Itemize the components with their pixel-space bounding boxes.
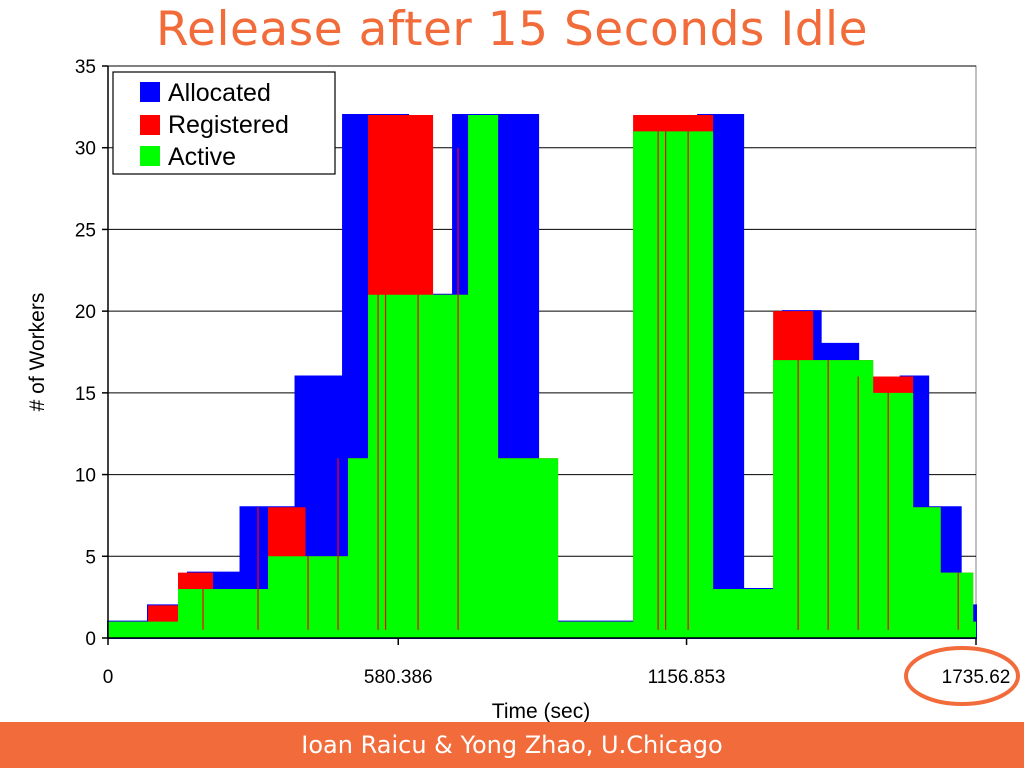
legend-swatch-active	[140, 146, 160, 166]
x-tick-label-2: 1156.853	[648, 667, 726, 688]
highlight-circle	[904, 646, 1020, 706]
series-layer	[107, 114, 977, 639]
series-area-active	[108, 115, 976, 639]
x-tick-label-1: 580.386	[364, 667, 433, 688]
x-axis-title: Time (sec)	[492, 700, 590, 722]
legend-label-allocated: Allocated	[168, 79, 271, 107]
x-tick-label-0: 0	[103, 667, 114, 688]
axes	[102, 65, 977, 645]
footer-text: Ioan Raicu & Yong Zhao, U.Chicago	[301, 731, 723, 759]
legend-label-active: Active	[168, 143, 236, 171]
y-axis-title: # of Workers	[26, 293, 49, 412]
y-tick-label-5: 5	[85, 547, 96, 568]
footer-bar: Ioan Raicu & Yong Zhao, U.Chicago	[0, 722, 1024, 768]
slide-title: Release after 15 Seconds Idle	[155, 2, 869, 57]
y-tick-labels: 0 5 10 15 20 25 30 35	[75, 57, 96, 650]
legend-label-registered: Registered	[168, 111, 289, 139]
x-tick-label-3: 1735.62	[942, 667, 1011, 688]
y-tick-label-30: 30	[75, 139, 96, 160]
x-tick-labels: 0 580.386 1156.853 1735.62	[103, 667, 1011, 688]
chart: 0 5 10 15 20 25 30 35 0 580.386 1156.853 1735.62 #…	[26, 57, 1020, 722]
legend: Allocated Registered Active	[112, 71, 336, 175]
registered-spikes	[202, 115, 959, 630]
y-tick-label-25: 25	[75, 220, 96, 241]
y-tick-label-35: 35	[75, 57, 96, 78]
legend-swatch-registered	[140, 115, 160, 135]
y-tick-label-0: 0	[85, 629, 96, 650]
y-tick-label-15: 15	[75, 384, 96, 405]
y-tick-label-10: 10	[75, 466, 96, 487]
y-tick-label-20: 20	[75, 302, 96, 323]
legend-swatch-allocated	[140, 82, 160, 102]
